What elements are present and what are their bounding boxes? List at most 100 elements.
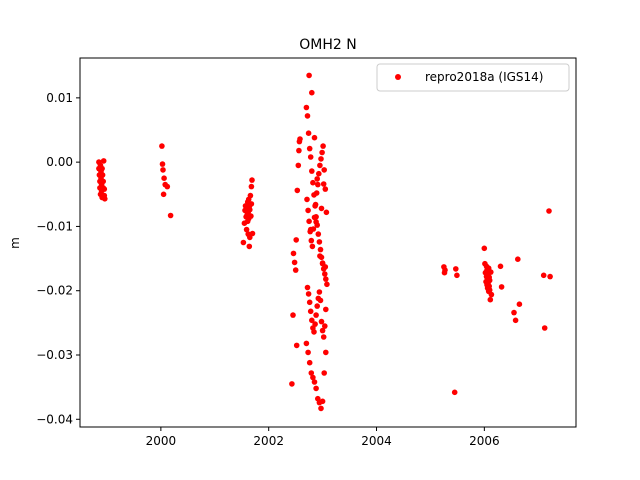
data-point	[320, 143, 326, 149]
data-point	[540, 272, 547, 279]
data-point	[307, 154, 314, 160]
data-point	[99, 172, 106, 178]
x-tick-label: 2002	[253, 434, 284, 448]
data-point	[319, 327, 326, 334]
data-point	[293, 342, 300, 349]
data-point	[248, 213, 254, 219]
data-point	[100, 178, 106, 185]
data-point	[454, 272, 460, 279]
data-point	[249, 177, 255, 183]
data-point	[307, 226, 314, 233]
data-point	[248, 201, 255, 207]
scatter-points	[96, 72, 553, 412]
data-point	[306, 72, 312, 79]
data-point	[316, 289, 323, 295]
y-tick-label: 0.01	[46, 91, 73, 105]
data-point	[304, 196, 310, 203]
data-point	[516, 301, 523, 308]
data-point	[486, 287, 493, 293]
legend-box	[376, 63, 570, 92]
data-point	[487, 296, 494, 303]
data-point	[515, 256, 521, 263]
y-tick-label: −0.04	[36, 412, 73, 426]
data-point	[159, 143, 165, 149]
data-point	[305, 349, 311, 356]
data-point	[323, 349, 329, 356]
data-point	[317, 162, 323, 169]
data-point	[306, 145, 313, 152]
data-point	[317, 253, 323, 259]
data-point	[295, 162, 302, 169]
data-point	[313, 312, 319, 318]
data-point	[311, 134, 318, 141]
data-point	[311, 329, 317, 335]
data-point	[314, 303, 321, 309]
data-point	[167, 212, 174, 219]
data-point	[323, 276, 329, 282]
data-point	[309, 317, 315, 324]
data-point	[321, 167, 328, 173]
legend: repro2018a (IGS14)	[376, 63, 570, 92]
data-point	[308, 237, 315, 244]
data-point	[297, 136, 303, 142]
data-point	[305, 130, 312, 136]
data-point	[453, 266, 459, 272]
data-point	[541, 325, 548, 331]
data-point	[159, 161, 166, 167]
data-point	[305, 291, 312, 297]
data-point	[290, 250, 297, 257]
data-point	[247, 234, 253, 241]
data-point	[318, 205, 325, 212]
data-point	[289, 381, 295, 387]
data-point	[311, 379, 318, 385]
data-point	[498, 284, 505, 290]
data-point	[313, 219, 319, 225]
data-point	[160, 167, 166, 173]
data-point	[247, 192, 254, 199]
data-point	[488, 269, 494, 275]
chart-title: OMH2 N	[299, 37, 356, 53]
data-point	[316, 239, 323, 245]
data-point	[291, 259, 298, 266]
y-axis-label: m	[8, 237, 22, 249]
data-point	[512, 317, 519, 324]
data-point	[451, 389, 458, 396]
plot-area-frame	[79, 57, 577, 428]
data-point	[293, 237, 300, 243]
data-point	[164, 183, 171, 190]
data-point	[323, 306, 329, 313]
data-point	[306, 299, 313, 306]
data-point	[296, 147, 302, 154]
data-point	[310, 374, 316, 381]
data-point	[313, 385, 319, 392]
legend-marker	[395, 74, 401, 80]
data-point	[309, 243, 316, 250]
data-point	[306, 359, 313, 366]
data-point	[547, 273, 553, 280]
data-point	[318, 405, 324, 412]
data-point	[312, 201, 319, 208]
data-point	[102, 196, 108, 202]
y-tick-label: −0.03	[36, 348, 73, 362]
data-point	[292, 267, 299, 273]
data-point	[317, 297, 324, 304]
data-point	[305, 207, 311, 214]
data-point	[318, 156, 324, 162]
data-point	[319, 149, 325, 156]
data-point	[310, 179, 316, 186]
data-point	[319, 398, 326, 405]
data-point	[309, 89, 315, 96]
data-point	[313, 190, 320, 196]
data-point	[314, 176, 321, 182]
data-point	[101, 186, 108, 192]
data-point	[320, 181, 327, 187]
data-point	[317, 246, 324, 253]
data-point	[248, 183, 255, 190]
data-point	[312, 321, 318, 327]
data-point	[322, 323, 328, 329]
data-point	[442, 267, 448, 273]
data-point	[306, 218, 312, 225]
data-point	[303, 340, 310, 347]
data-point	[308, 370, 315, 376]
